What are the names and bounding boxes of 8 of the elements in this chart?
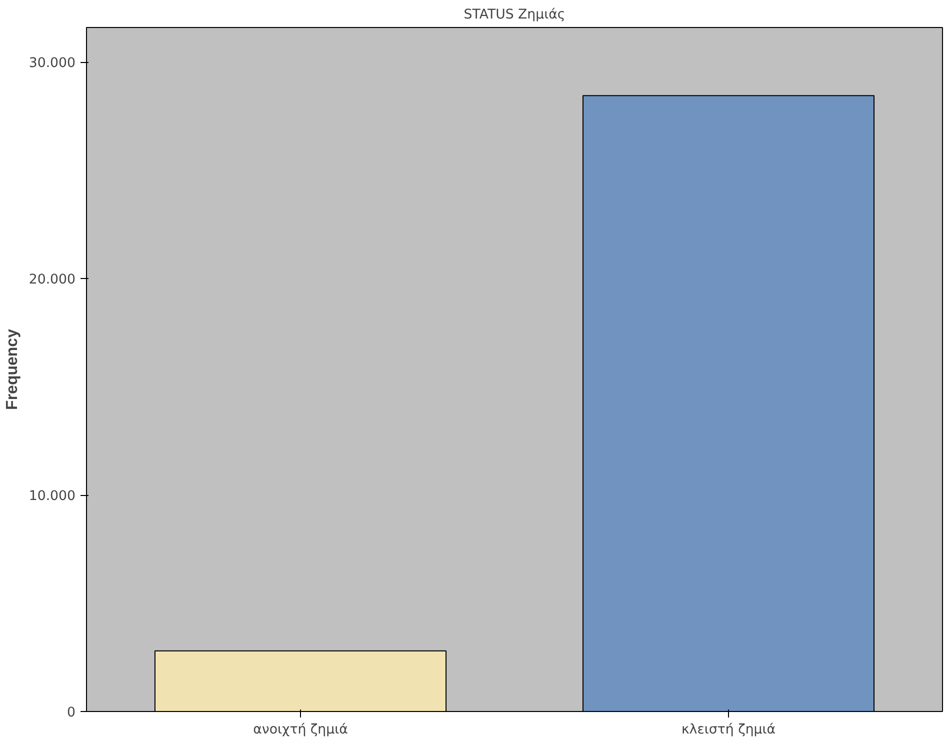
y-tick-label: 30.000	[28, 56, 76, 72]
x-tick-label: ανοιχτή ζημιά	[253, 722, 348, 738]
chart-title: STATUS Ζημιάς	[464, 8, 566, 22]
y-tick-label: 20.000	[28, 272, 76, 288]
x-tick-label: κλειστή ζημιά	[681, 722, 776, 738]
y-axis-title: Frequency	[4, 328, 21, 410]
y-tick-label: 10.000	[28, 489, 76, 504]
y-tick-label: 0	[67, 706, 76, 720]
